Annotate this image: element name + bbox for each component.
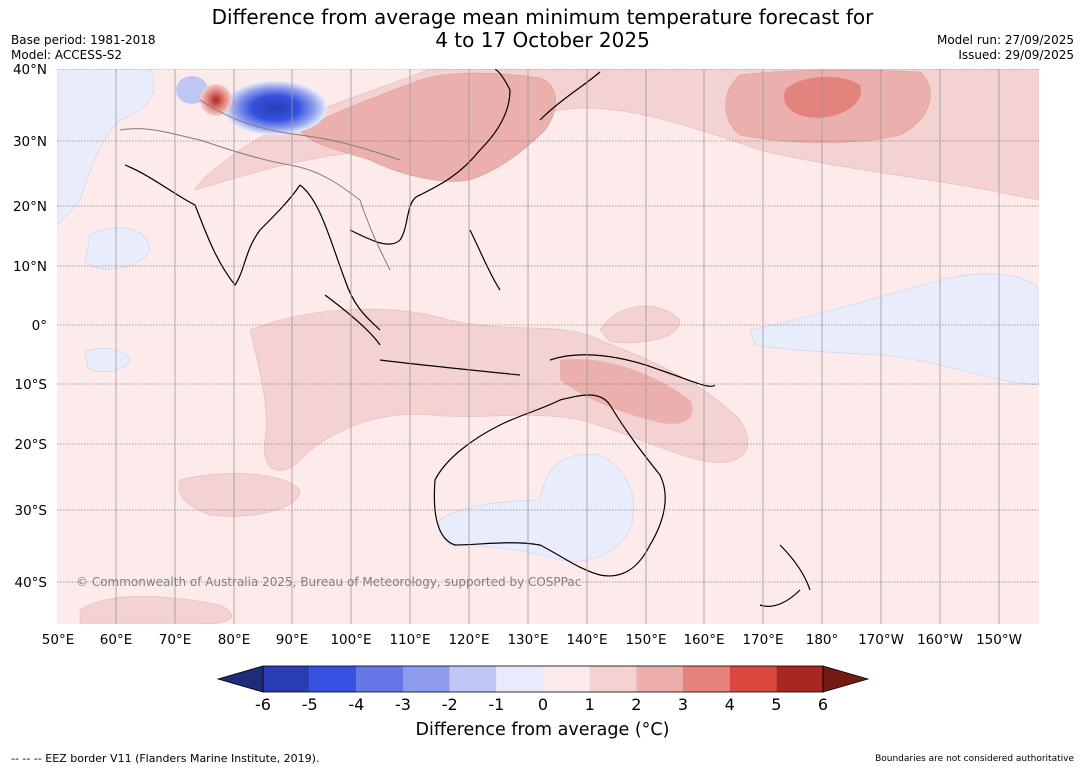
cold-anomaly-tibet — [223, 81, 327, 135]
lon-tick: 110°E — [389, 632, 430, 648]
cool-indian-patch — [84, 347, 131, 373]
issued-date: Issued: 29/09/2025 — [958, 48, 1074, 62]
coast-indonesia — [324, 294, 521, 376]
lon-tick: 70°E — [159, 632, 191, 648]
lat-tick: 20°N — [13, 199, 47, 215]
lat-tick: 30°S — [15, 503, 48, 519]
warm-newguinea-region — [560, 359, 693, 424]
warm-china-region — [299, 72, 556, 182]
lon-tick: 80°E — [218, 632, 250, 648]
lon-tick: 140°E — [566, 632, 607, 648]
coast-india — [124, 164, 301, 287]
cool-arabiansea-patch — [84, 227, 151, 270]
colorbar-segment — [543, 666, 590, 692]
colorbar-segment — [636, 666, 683, 692]
meridians — [115, 69, 1000, 624]
colorbar-segment — [496, 666, 543, 692]
coast-southeast-asia — [299, 69, 511, 331]
colorbar-label: Difference from average (°C) — [415, 720, 670, 740]
colorbar-tick: 4 — [725, 695, 735, 714]
colorbar-tick: 2 — [631, 695, 641, 714]
lon-tick: 90°E — [276, 632, 308, 648]
lon-tick: 180° — [806, 632, 839, 648]
latitude-labels: 40°N 30°N 20°N 10°N 0° 10°S 20°S 30°S 40… — [13, 62, 47, 591]
boundaries-note: Boundaries are not considered authoritat… — [875, 754, 1074, 764]
colorbar-segment — [589, 666, 637, 692]
colorbar-extend-min — [216, 665, 264, 693]
lat-tick: 40°S — [15, 575, 48, 591]
lon-tick: 150°W — [976, 632, 1022, 648]
model-name: Model: ACCESS-S2 — [11, 48, 123, 62]
lat-tick: 30°N — [13, 134, 47, 150]
colorbar-outline — [262, 665, 824, 693]
warm-tasman-patch — [599, 305, 681, 344]
colorbar: -6 -5 -4 -3 -2 -1 0 1 2 3 4 5 6 — [216, 665, 870, 714]
hot-anomaly-kashmir — [200, 84, 232, 116]
lon-tick: 150°E — [625, 632, 666, 648]
colorbar-tick: -6 — [255, 695, 271, 714]
warm-core-northpacific — [784, 76, 861, 118]
coast-philippines — [469, 229, 501, 291]
lon-tick: 130°E — [507, 632, 548, 648]
copyright-text: © Commonwealth of Australia 2025, Bureau… — [76, 575, 581, 589]
colorbar-tick: 3 — [678, 695, 688, 714]
country-borders — [119, 99, 401, 271]
warm-indianocean-band — [249, 308, 749, 471]
map-area: © Commonwealth of Australia 2025, Bureau… — [57, 69, 1039, 624]
warm-south-patch — [79, 596, 232, 624]
cold-anomaly-pamir — [176, 76, 208, 104]
colorbar-tick: -3 — [395, 695, 411, 714]
colorbar-tick: 1 — [585, 695, 595, 714]
model-run: Model run: 27/09/2025 — [936, 33, 1074, 47]
title-line-2: 4 to 17 October 2025 — [435, 28, 650, 52]
colorbar-tick: 0 — [538, 695, 548, 714]
coastlines — [124, 69, 811, 607]
coast-australia — [433, 394, 666, 577]
cool-pacific-region — [749, 273, 1039, 386]
coast-new-zealand — [759, 544, 811, 607]
lat-tick: 10°S — [15, 377, 48, 393]
lon-tick: 100°E — [330, 632, 371, 648]
colorbar-tick: -1 — [488, 695, 504, 714]
lat-tick: 20°S — [15, 437, 48, 453]
colorbar-tick: 6 — [818, 695, 828, 714]
colorbar-segment — [403, 666, 450, 692]
colorbar-tick: 5 — [771, 695, 781, 714]
lon-tick: 120°E — [448, 632, 489, 648]
lon-tick: 50°E — [42, 632, 74, 648]
cool-westasia-region — [57, 69, 155, 226]
colorbar-tick: -4 — [348, 695, 364, 714]
colorbar-segment — [449, 666, 497, 692]
colorbar-segment — [776, 666, 823, 692]
longitude-labels: 50°E 60°E 70°E 80°E 90°E 100°E 110°E 120… — [42, 632, 1022, 648]
title-line-1: Difference from average mean minimum tem… — [211, 5, 874, 29]
lon-tick: 170°E — [742, 632, 783, 648]
colorbar-segment — [356, 666, 403, 692]
eez-legend: -- -- -- EEZ border V11 (Flanders Marine… — [11, 752, 320, 765]
lon-tick: 160°E — [683, 632, 724, 648]
colorbar-segment — [309, 666, 357, 692]
lat-tick: 0° — [32, 318, 47, 334]
lon-tick: 160°W — [917, 632, 963, 648]
anomaly-shading — [57, 69, 1039, 624]
colorbar-tick: -5 — [302, 695, 318, 714]
lat-tick: 10°N — [13, 259, 47, 275]
base-period: Base period: 1981-2018 — [11, 33, 156, 47]
lon-tick: 170°W — [858, 632, 904, 648]
colorbar-extend-max — [822, 665, 870, 693]
lat-tick: 40°N — [13, 62, 47, 78]
colorbar-segment — [263, 666, 310, 692]
warm-southwest-patch — [178, 473, 301, 517]
colorbar-segment — [683, 666, 730, 692]
colorbar-segment — [729, 666, 777, 692]
coast-japan — [539, 71, 601, 121]
colorbar-tick: -2 — [442, 695, 458, 714]
lon-tick: 60°E — [100, 632, 132, 648]
